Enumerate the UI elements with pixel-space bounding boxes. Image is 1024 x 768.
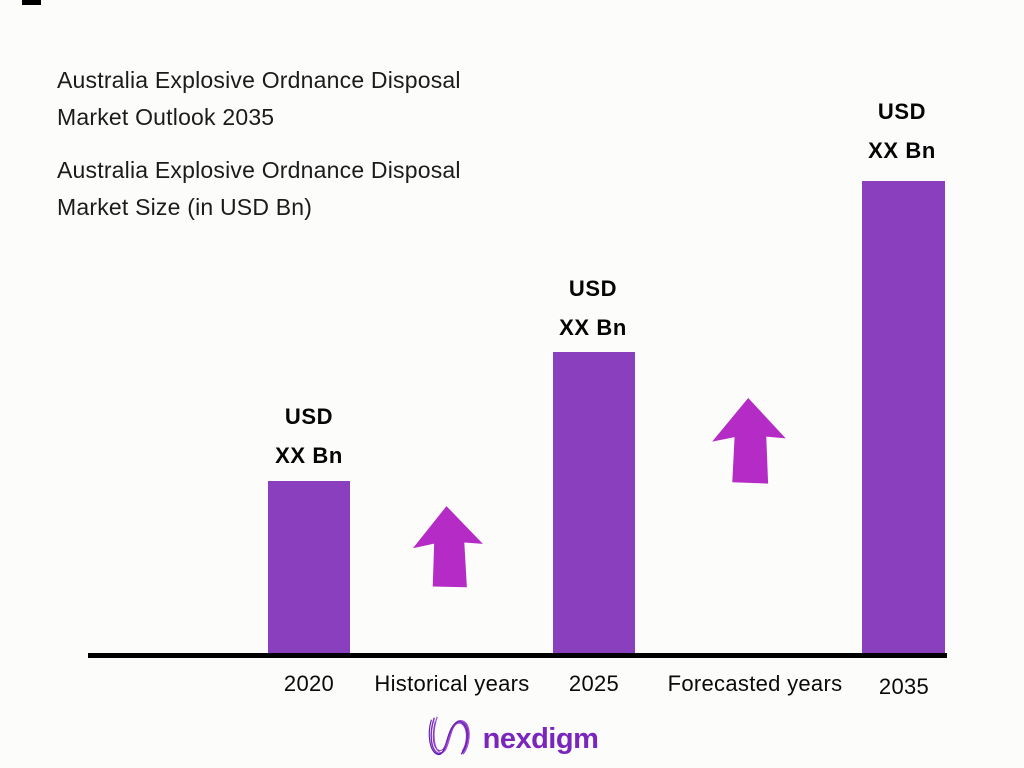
corner-mark	[22, 0, 41, 5]
page-title-line-1: Australia Explosive Ordnance Disposal	[57, 67, 461, 93]
annotation-historical-years: Historical years	[374, 671, 530, 696]
x-axis-line	[88, 653, 947, 658]
chart-subtitle-line-1: Australia Explosive Ordnance Disposal	[57, 157, 461, 183]
x-label-2025: 2025	[568, 671, 620, 696]
chart-subtitle-line-2: Market Size (in USD Bn)	[57, 194, 313, 220]
bar	[553, 352, 635, 658]
bar-value-label-2020-line-2: XX Bn	[275, 443, 343, 468]
bar-value-label-2025-line-1: USD	[568, 276, 618, 301]
bar-value-label-2035-line-1: USD	[877, 99, 927, 124]
x-label-2035: 2035	[878, 674, 930, 699]
arrow-up-icon	[409, 502, 486, 598]
page-title-line-2: Market Outlook 2035	[57, 104, 275, 130]
bar-value-label-2020-line-1: USD	[284, 404, 334, 429]
x-label-2020: 2020	[283, 671, 335, 696]
nexdigm-wordmark: nexdigm	[482, 722, 599, 755]
bar-value-label-2025: USD XX Bn	[559, 269, 627, 347]
brand-logo: nexdigm	[426, 711, 599, 766]
bar-value-label-2035-line-2: XX Bn	[868, 138, 936, 163]
bar-value-label-2020: USD XX Bn	[275, 397, 343, 475]
bar-value-label-2035: USD XX Bn	[868, 92, 936, 170]
bar	[268, 481, 350, 658]
page-title: Australia Explosive Ordnance Disposal Ma…	[57, 62, 461, 136]
nexdigm-logo-icon	[426, 711, 474, 766]
chart-subtitle: Australia Explosive Ordnance Disposal Ma…	[57, 152, 461, 226]
bar	[862, 181, 945, 658]
bar-value-label-2025-line-2: XX Bn	[559, 315, 627, 340]
arrow-up-icon	[709, 395, 789, 491]
annotation-forecasted-years: Forecasted years	[667, 671, 843, 696]
